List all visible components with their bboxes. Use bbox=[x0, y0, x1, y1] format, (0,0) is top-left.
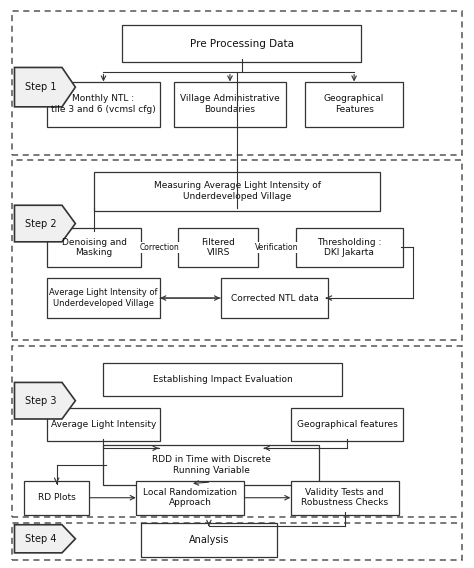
FancyBboxPatch shape bbox=[137, 481, 244, 515]
FancyBboxPatch shape bbox=[141, 523, 277, 557]
FancyBboxPatch shape bbox=[94, 172, 380, 211]
Text: RD Plots: RD Plots bbox=[38, 493, 75, 502]
Text: Corrected NTL data: Corrected NTL data bbox=[230, 294, 319, 303]
Text: Village Administrative
Boundaries: Village Administrative Boundaries bbox=[180, 94, 280, 114]
FancyBboxPatch shape bbox=[24, 481, 90, 515]
FancyBboxPatch shape bbox=[103, 445, 319, 485]
Polygon shape bbox=[15, 68, 75, 107]
FancyBboxPatch shape bbox=[122, 25, 361, 62]
FancyBboxPatch shape bbox=[305, 82, 403, 127]
FancyBboxPatch shape bbox=[47, 82, 160, 127]
FancyBboxPatch shape bbox=[47, 228, 141, 267]
FancyBboxPatch shape bbox=[178, 228, 258, 267]
FancyBboxPatch shape bbox=[47, 408, 160, 441]
Text: Validity Tests and
Robustness Checks: Validity Tests and Robustness Checks bbox=[301, 488, 388, 507]
FancyBboxPatch shape bbox=[291, 481, 399, 515]
Text: Step 3: Step 3 bbox=[25, 396, 56, 406]
FancyBboxPatch shape bbox=[220, 278, 328, 318]
Polygon shape bbox=[15, 525, 75, 553]
Text: Geographical
Features: Geographical Features bbox=[324, 94, 384, 114]
FancyBboxPatch shape bbox=[291, 408, 403, 441]
Text: Step 2: Step 2 bbox=[25, 219, 56, 228]
Text: Denoising and
Masking: Denoising and Masking bbox=[62, 238, 127, 257]
FancyBboxPatch shape bbox=[174, 82, 286, 127]
Text: Local Randomization
Approach: Local Randomization Approach bbox=[143, 488, 237, 507]
Text: Analysis: Analysis bbox=[189, 535, 229, 545]
Text: Correction: Correction bbox=[140, 243, 180, 252]
Text: Average Light Intensity of
Underdeveloped Village: Average Light Intensity of Underdevelope… bbox=[49, 289, 158, 308]
Text: Establishing Impact Evaluation: Establishing Impact Evaluation bbox=[153, 375, 293, 384]
Text: Thresholding :
DKI Jakarta: Thresholding : DKI Jakarta bbox=[317, 238, 382, 257]
Text: Pre Processing Data: Pre Processing Data bbox=[190, 39, 294, 48]
Text: Step 1: Step 1 bbox=[25, 82, 56, 92]
Text: Average Light Intensity: Average Light Intensity bbox=[51, 420, 156, 429]
Text: Measuring Average Light Intensity of
Underdeveloped Village: Measuring Average Light Intensity of Und… bbox=[154, 182, 320, 201]
Text: Monthly NTL :
tile 3 and 6 (vcmsl cfg): Monthly NTL : tile 3 and 6 (vcmsl cfg) bbox=[51, 94, 156, 114]
Text: Verification: Verification bbox=[255, 243, 299, 252]
Polygon shape bbox=[15, 382, 75, 419]
Text: Step 4: Step 4 bbox=[25, 534, 56, 544]
FancyBboxPatch shape bbox=[103, 363, 342, 396]
FancyBboxPatch shape bbox=[296, 228, 403, 267]
Text: RDD in Time with Discrete
Running Variable: RDD in Time with Discrete Running Variab… bbox=[152, 456, 271, 475]
Text: Geographical features: Geographical features bbox=[297, 420, 398, 429]
Text: Filtered
VIIRS: Filtered VIIRS bbox=[201, 238, 235, 257]
Polygon shape bbox=[15, 205, 75, 242]
FancyBboxPatch shape bbox=[47, 278, 160, 318]
